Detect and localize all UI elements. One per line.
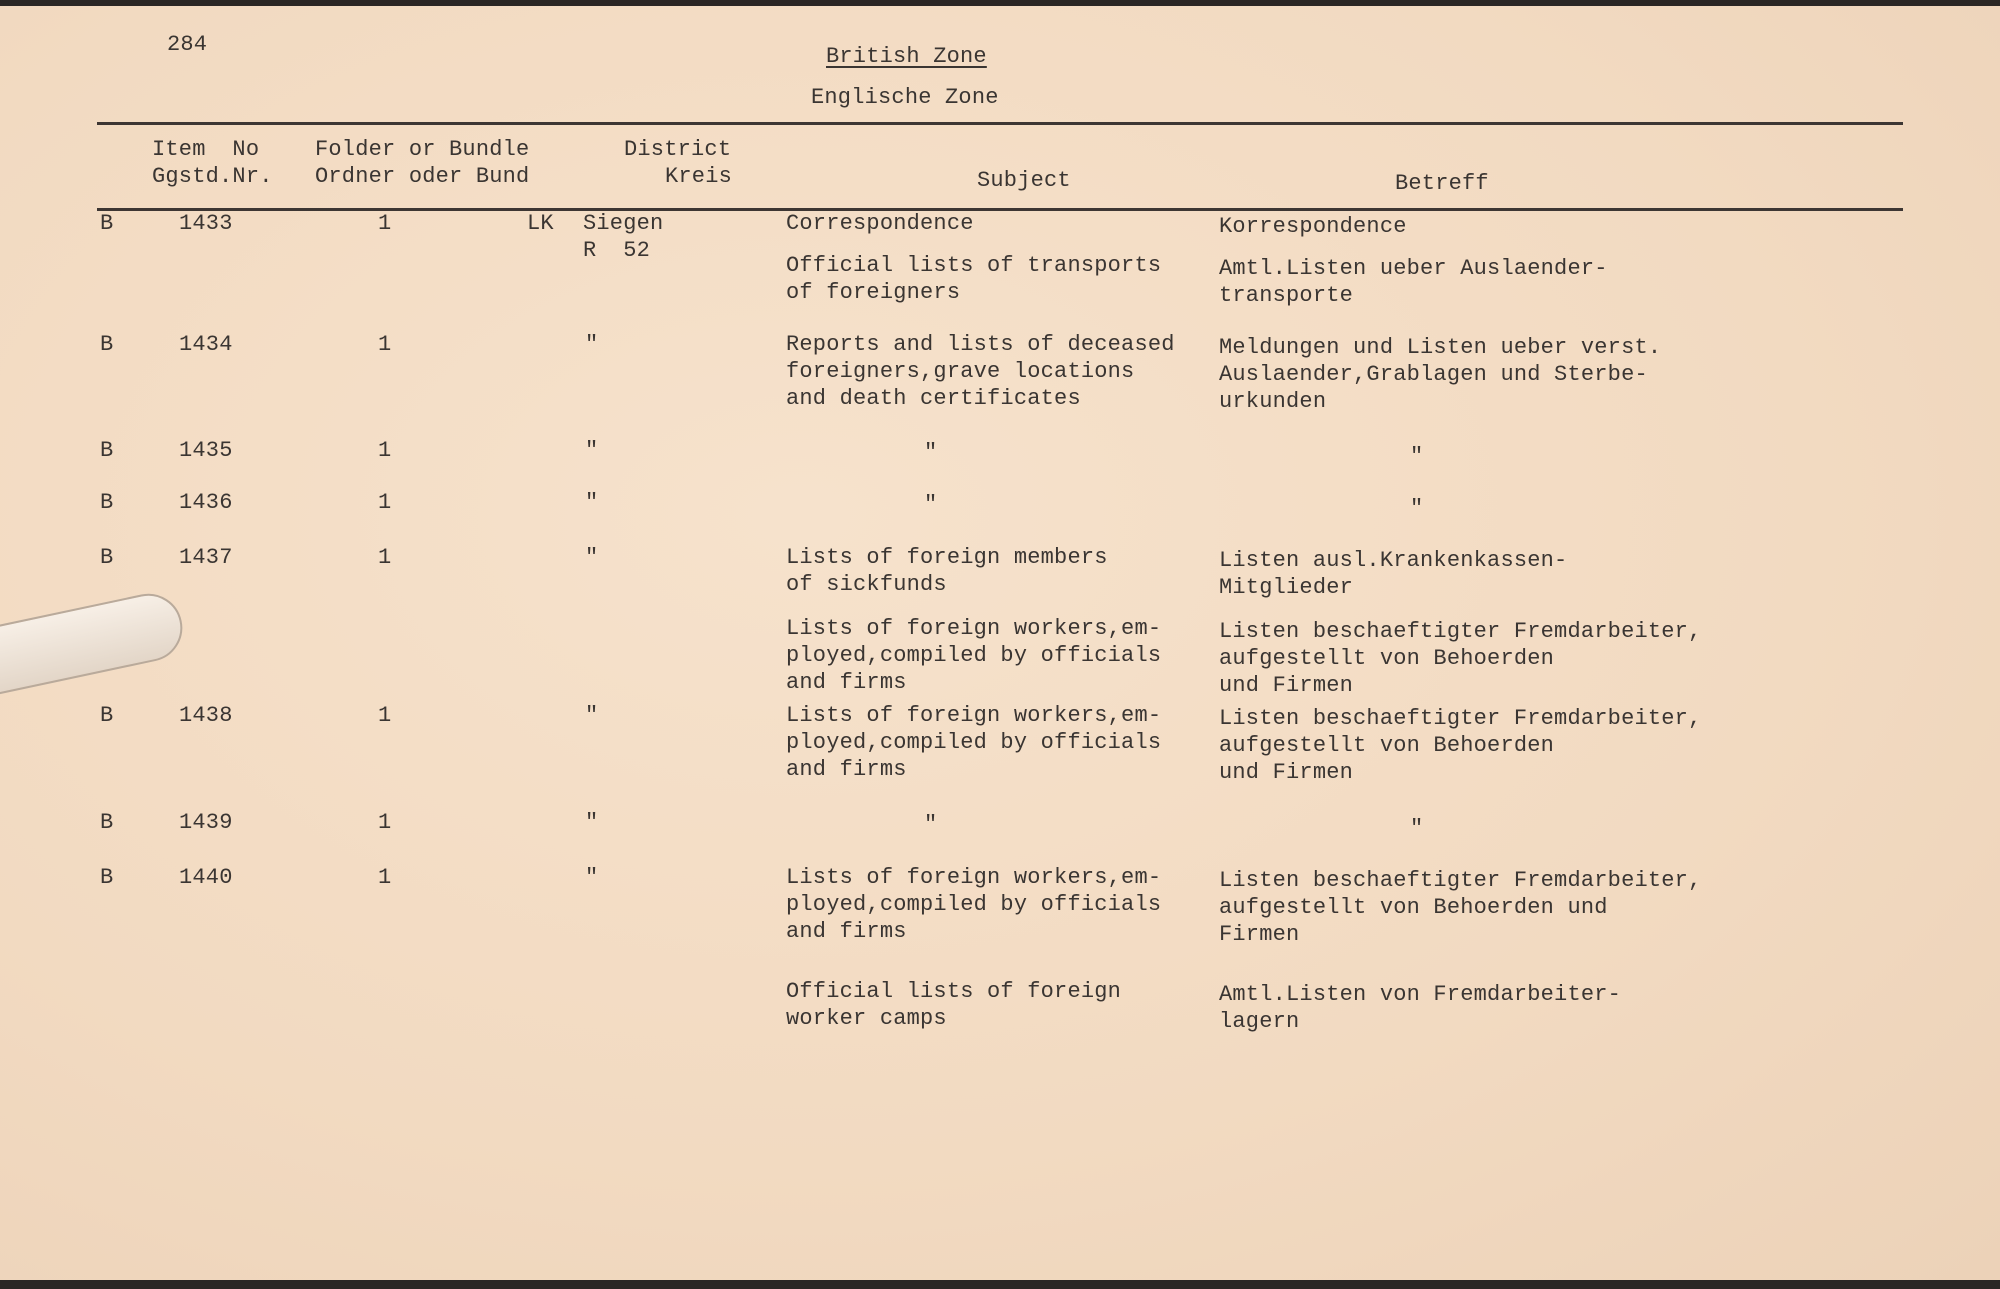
subject-line: " xyxy=(924,812,938,837)
subject-line: Lists of foreign workers,em- xyxy=(786,703,1162,728)
district: " xyxy=(585,438,599,463)
top-rule xyxy=(97,122,1903,125)
subject-line: Reports and lists of deceased xyxy=(786,332,1175,357)
folder-count: 1 xyxy=(378,810,392,835)
subject-line: worker camps xyxy=(786,1006,947,1031)
header-item-de: Ggstd.Nr. xyxy=(152,164,273,189)
betreff-line: Amtl.Listen ueber Auslaender- xyxy=(1219,256,1608,281)
district: " xyxy=(585,332,599,357)
betreff-line: " xyxy=(1410,444,1424,469)
district: R 52 xyxy=(583,238,651,263)
item-number: 1439 xyxy=(179,810,233,835)
row-prefix: B xyxy=(100,490,114,515)
district: " xyxy=(585,703,599,728)
header-district: District xyxy=(624,137,732,162)
betreff-line: " xyxy=(1410,496,1424,521)
item-number: 1437 xyxy=(179,545,233,570)
subject-line: Official lists of transports xyxy=(786,253,1162,278)
subject-line: and death certificates xyxy=(786,386,1081,411)
district: " xyxy=(585,490,599,515)
betreff-line: " xyxy=(1410,816,1424,841)
scan-border-bottom xyxy=(0,1280,2000,1289)
folder-count: 1 xyxy=(378,865,392,890)
subject-line: ployed,compiled by officials xyxy=(786,730,1162,755)
betreff-line: Firmen xyxy=(1219,922,1300,947)
header-district-de: Kreis xyxy=(665,164,733,189)
betreff-line: Mitglieder xyxy=(1219,575,1354,600)
page-title: British Zone xyxy=(826,44,987,69)
betreff-line: Listen ausl.Krankenkassen- xyxy=(1219,548,1568,573)
betreff-line: aufgestellt von Behoerden und xyxy=(1219,895,1608,920)
item-number: 1436 xyxy=(179,490,233,515)
subject-line: Lists of foreign members xyxy=(786,545,1108,570)
betreff-line: urkunden xyxy=(1219,389,1327,414)
betreff-line: Amtl.Listen von Fremdarbeiter- xyxy=(1219,982,1622,1007)
district-prefix: LK xyxy=(527,211,554,236)
betreff-line: und Firmen xyxy=(1219,673,1354,698)
betreff-line: Meldungen und Listen ueber verst. xyxy=(1219,335,1662,360)
item-number: 1435 xyxy=(179,438,233,463)
document-page: 284 British Zone Englische Zone Item No … xyxy=(0,6,2000,1281)
header-betreff: Betreff xyxy=(1395,171,1489,196)
folder-count: 1 xyxy=(378,438,392,463)
header-folder-de: Ordner oder Bund xyxy=(315,164,530,189)
betreff-line: aufgestellt von Behoerden xyxy=(1219,646,1555,671)
item-number: 1440 xyxy=(179,865,233,890)
subject-line: ployed,compiled by officials xyxy=(786,892,1162,917)
subject-line: ployed,compiled by officials xyxy=(786,643,1162,668)
betreff-line: und Firmen xyxy=(1219,760,1354,785)
subject-line: foreigners,grave locations xyxy=(786,359,1135,384)
subject-line: Lists of foreign workers,em- xyxy=(786,616,1162,641)
header-item: Item No xyxy=(152,137,260,162)
item-number: 1434 xyxy=(179,332,233,357)
folder-count: 1 xyxy=(378,490,392,515)
page-subtitle: Englische Zone xyxy=(811,85,999,110)
subject-line: Official lists of foreign xyxy=(786,979,1122,1004)
betreff-line: Auslaender,Grablagen und Sterbe- xyxy=(1219,362,1648,387)
row-prefix: B xyxy=(100,438,114,463)
subject-line: Correspondence xyxy=(786,211,974,236)
betreff-line: Listen beschaeftigter Fremdarbeiter, xyxy=(1219,868,1702,893)
header-subject: Subject xyxy=(977,168,1071,193)
row-prefix: B xyxy=(100,810,114,835)
row-prefix: B xyxy=(100,865,114,890)
folder-count: 1 xyxy=(378,545,392,570)
subject-line: " xyxy=(924,492,938,517)
district: " xyxy=(585,865,599,890)
row-prefix: B xyxy=(100,211,114,236)
subject-line: and firms xyxy=(786,670,907,695)
district: Siegen xyxy=(583,211,664,236)
district: " xyxy=(585,810,599,835)
subject-line: Lists of foreign workers,em- xyxy=(786,865,1162,890)
subject-line: " xyxy=(924,440,938,465)
header-folder: Folder or Bundle xyxy=(315,137,530,162)
scan-border-top xyxy=(0,0,2000,7)
subject-line: and firms xyxy=(786,919,907,944)
subject-line: of sickfunds xyxy=(786,572,947,597)
row-prefix: B xyxy=(100,545,114,570)
subject-line: and firms xyxy=(786,757,907,782)
betreff-line: aufgestellt von Behoerden xyxy=(1219,733,1555,758)
betreff-line: lagern xyxy=(1219,1009,1300,1034)
betreff-line: Listen beschaeftigter Fremdarbeiter, xyxy=(1219,619,1702,644)
item-number: 1433 xyxy=(179,211,233,236)
district: " xyxy=(585,545,599,570)
page-number: 284 xyxy=(167,32,208,57)
row-prefix: B xyxy=(100,703,114,728)
betreff-line: Listen beschaeftigter Fremdarbeiter, xyxy=(1219,706,1702,731)
betreff-line: transporte xyxy=(1219,283,1354,308)
folder-count: 1 xyxy=(378,211,392,236)
betreff-line: Korrespondence xyxy=(1219,214,1407,239)
folder-count: 1 xyxy=(378,703,392,728)
row-prefix: B xyxy=(100,332,114,357)
folder-count: 1 xyxy=(378,332,392,357)
item-number: 1438 xyxy=(179,703,233,728)
header-rule xyxy=(97,208,1903,211)
subject-line: of foreigners xyxy=(786,280,961,305)
